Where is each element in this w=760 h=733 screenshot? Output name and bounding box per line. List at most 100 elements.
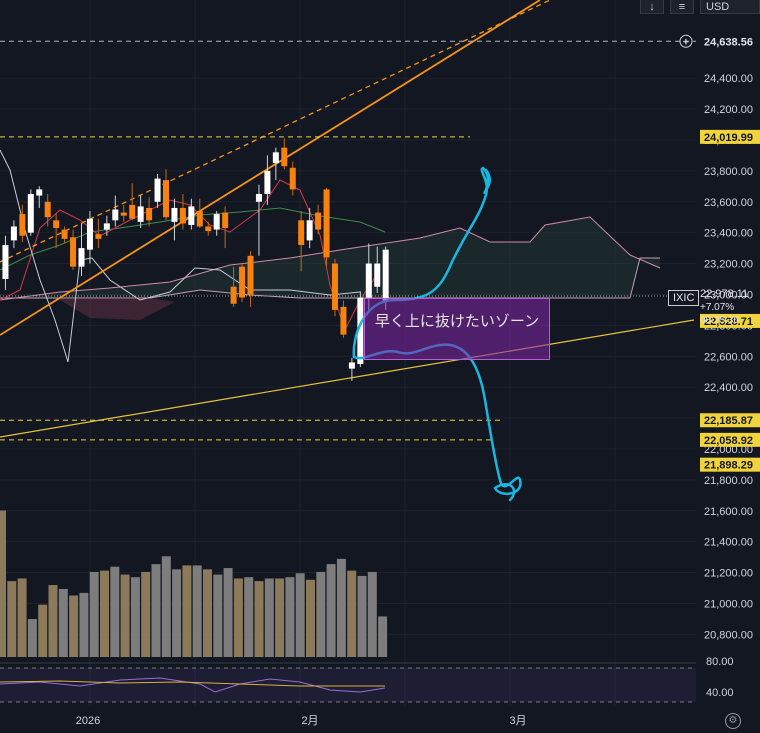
candle-body bbox=[323, 189, 330, 258]
candle-body bbox=[70, 237, 77, 267]
hand-drawn-down-arrow bbox=[352, 343, 522, 502]
candle-body bbox=[382, 249, 389, 301]
volume-bar bbox=[69, 595, 79, 657]
settings-gear-icon[interactable]: ⚙ bbox=[725, 713, 741, 729]
last-price-change: +7.07% bbox=[700, 302, 735, 313]
volume-bar bbox=[27, 619, 37, 657]
plus-glyph: + bbox=[683, 36, 689, 48]
volume-bar bbox=[110, 566, 120, 657]
candle-body bbox=[36, 189, 43, 196]
currency-label: USD bbox=[706, 0, 730, 13]
volume-pane bbox=[0, 510, 388, 657]
candle-body bbox=[196, 211, 203, 227]
candle-body bbox=[289, 167, 296, 190]
volume-bar bbox=[275, 578, 285, 657]
candle-body bbox=[78, 248, 85, 267]
volume-bar bbox=[17, 578, 27, 657]
price-tag-bg bbox=[700, 129, 760, 144]
scroll-down-button[interactable]: ↓ bbox=[640, 0, 664, 14]
candle-body bbox=[348, 362, 355, 369]
volume-bar bbox=[130, 577, 140, 657]
candle-body bbox=[222, 212, 229, 229]
volume-bar bbox=[79, 592, 89, 657]
volume-bar bbox=[58, 588, 68, 657]
symbol-tag: IXIC bbox=[668, 290, 700, 306]
candle-body bbox=[44, 201, 51, 218]
candle-body bbox=[27, 194, 34, 233]
candle-body bbox=[129, 204, 136, 219]
candle-body bbox=[264, 170, 271, 195]
price-tick-label: 24,400.00 bbox=[704, 73, 753, 85]
support-line bbox=[0, 319, 695, 438]
candle-body bbox=[2, 245, 9, 280]
volume-bar bbox=[7, 581, 17, 657]
currency-select[interactable]: USD bbox=[700, 0, 760, 14]
price-tick-label: 22,000.00 bbox=[704, 444, 753, 456]
candle-body bbox=[137, 206, 144, 222]
price-tag-label: 24,638.56 bbox=[704, 36, 753, 48]
rsi-line bbox=[0, 677, 386, 693]
time-axis: 2026 2月 3月 bbox=[76, 715, 527, 727]
candle-body bbox=[239, 266, 246, 298]
candle-body bbox=[332, 263, 338, 310]
candle-body bbox=[340, 306, 347, 335]
volume-bar bbox=[336, 558, 346, 657]
candle-body bbox=[357, 297, 364, 364]
zone-annotation[interactable]: 早く上に抜けたいゾーン bbox=[364, 298, 550, 360]
price-tag-bg bbox=[700, 313, 760, 328]
trend-lines bbox=[0, 0, 695, 438]
price-tick-label: 22,600.00 bbox=[704, 351, 753, 363]
volume-bar bbox=[0, 510, 6, 657]
candle-body bbox=[53, 220, 60, 229]
price-tag-label: 22,828.71 bbox=[704, 316, 753, 328]
price-tag-bg bbox=[700, 457, 760, 472]
candle-body bbox=[230, 286, 237, 304]
candle-body bbox=[61, 229, 68, 239]
price-tag-label: 22,058.92 bbox=[704, 435, 753, 447]
price-axis-bg bbox=[696, 0, 760, 733]
candle-body bbox=[315, 212, 322, 230]
candle-body bbox=[146, 207, 153, 221]
time-tick-label: 3月 bbox=[509, 715, 526, 727]
volume-bar bbox=[100, 570, 109, 657]
volume-bar bbox=[89, 571, 99, 657]
rsi-signal-line bbox=[0, 680, 385, 687]
rsi-band bbox=[0, 668, 696, 702]
price-tick-label: 21,400.00 bbox=[704, 537, 753, 549]
menu-icon: ≡ bbox=[678, 0, 686, 13]
bar-countdown: 08:25:36 bbox=[700, 315, 739, 326]
candle-body bbox=[19, 214, 26, 236]
horizontal-levels bbox=[0, 40, 696, 441]
volume-bar bbox=[161, 556, 171, 657]
rsi-pane bbox=[0, 662, 696, 703]
add-level-plus-icon bbox=[679, 34, 693, 48]
price-tag-bg bbox=[700, 413, 760, 428]
volume-bar bbox=[254, 581, 264, 657]
volume-bar bbox=[326, 564, 336, 657]
price-tick-label: 23,000.00 bbox=[704, 289, 753, 301]
candle-body bbox=[154, 178, 161, 202]
price-tag-bg bbox=[700, 34, 760, 49]
volume-bar bbox=[244, 577, 254, 657]
volume-bar bbox=[172, 569, 182, 657]
candle-body bbox=[95, 234, 102, 239]
rsi-tick-label: 80.00 bbox=[706, 656, 734, 668]
volume-bar bbox=[367, 571, 377, 657]
zone-annotation-text: 早く上に抜けたいゾーン bbox=[374, 312, 540, 330]
volume-bar bbox=[38, 604, 48, 657]
candle-body bbox=[179, 207, 186, 224]
candlestick-series bbox=[2, 138, 389, 381]
volume-bar bbox=[213, 574, 223, 657]
volume-bar bbox=[192, 565, 202, 657]
price-tag-label: 22,185.87 bbox=[704, 415, 753, 427]
candle-body bbox=[188, 206, 195, 225]
volume-bar bbox=[306, 579, 315, 657]
candle-body bbox=[247, 255, 254, 295]
menu-button[interactable]: ≡ bbox=[670, 0, 694, 14]
last-price-value: 22,978.11 bbox=[700, 288, 749, 300]
candle-body bbox=[213, 214, 220, 230]
price-tick-label: 23,800.00 bbox=[704, 166, 753, 178]
price-tick-label: 24,200.00 bbox=[704, 104, 753, 116]
time-tick-label: 2月 bbox=[301, 715, 318, 727]
